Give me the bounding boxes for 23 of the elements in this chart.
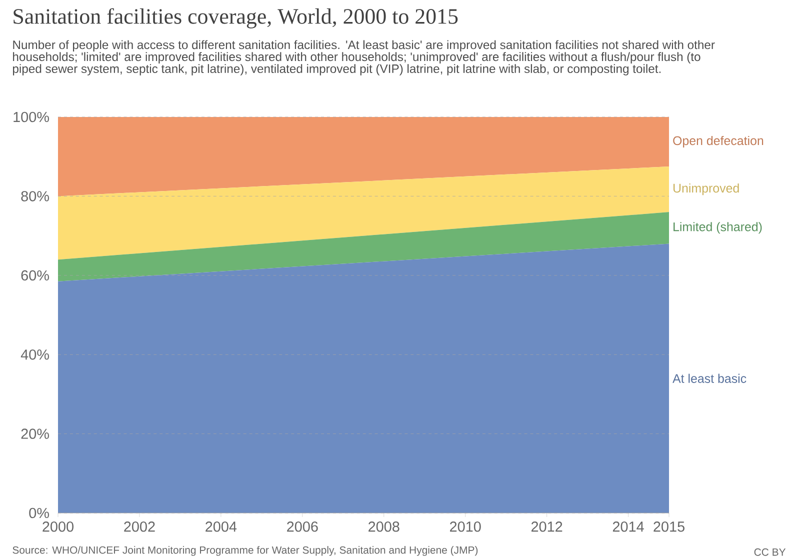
text: CC BY xyxy=(754,548,786,556)
chart-subtitle: Number of people with access to different sanitation facilities. 'At least basic' are improved sanitation facilities not shared with other households; 'limited' are improved facilities shared with other households; 'unimproved' are facilities without a flush/pour flush (to piped sewer system, septic tank, pit latrine), ventilated improved pit (VIP) latrine, pit latrine with slab, or composting toilet. xyxy=(12,40,715,76)
series-label: Unimproved xyxy=(673,183,739,196)
x-tick-label: 2000 xyxy=(42,522,74,532)
x-tick-label: 2002 xyxy=(124,522,155,532)
x-tick-label: 2010 xyxy=(450,522,481,532)
y-tick-label: 0% xyxy=(29,508,49,518)
series-label: At least basic xyxy=(672,374,746,383)
source-note: Source: WHO/UNICEF Joint Monitoring Programme for Water Supply, Sanitation and Hygiene (JMP) xyxy=(12,546,478,556)
x-tick-label: 2008 xyxy=(368,522,400,532)
y-tick-label: 100% xyxy=(14,112,49,122)
x-tick-label: 2012 xyxy=(531,522,562,532)
y-tick-label: 60% xyxy=(21,270,49,281)
y-tick-label: 20% xyxy=(21,428,49,439)
y-tick-label: 40% xyxy=(20,349,49,360)
x-tick-label: 2006 xyxy=(287,522,318,532)
x-tick-label: 2014 xyxy=(612,522,644,532)
x-tick-label: 2015 xyxy=(654,522,684,532)
x-tick-label: 2004 xyxy=(206,522,237,532)
chart-title: Sanitation facilities coverage, World, 2000 to 2015 xyxy=(14,8,458,28)
series-label: Limited (shared) xyxy=(674,222,762,234)
series-label: Open defecation xyxy=(673,136,764,148)
y-tick-label: 80% xyxy=(21,191,49,202)
